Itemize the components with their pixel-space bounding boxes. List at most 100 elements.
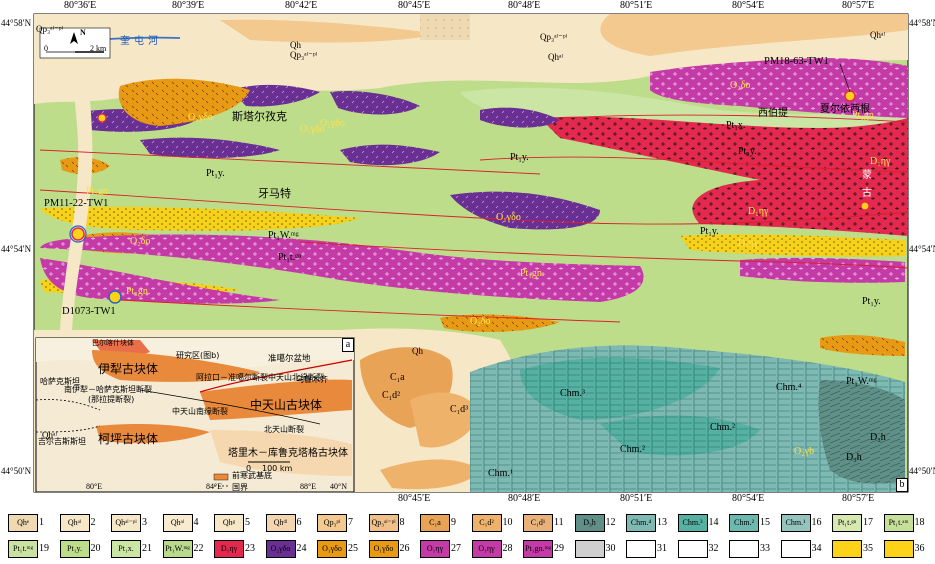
legend-swatch: Qp₃ᵖˡ — [317, 514, 347, 532]
inset-basin: 准噶尔盆地 — [268, 354, 311, 364]
legend-swatch: O₁ηγ — [420, 540, 450, 558]
legend-item: Pt₁W.ᵐᵍ 22 — [162, 538, 213, 560]
legend-swatch: Qhᵃˡ⁻ᵖˡ — [111, 514, 141, 532]
unit-pt1y-2: Pt₁y. — [206, 168, 225, 179]
legend-swatch — [729, 540, 759, 558]
legend-number: 25 — [348, 543, 358, 554]
legend-number: 27 — [451, 543, 461, 554]
legend-swatch-label: O₁ηγ — [426, 544, 444, 553]
sample-marker-d1073[interactable] — [108, 290, 122, 304]
unit-d1ny-1: D₁ηγ — [738, 238, 759, 249]
legend-item: 35 — [832, 538, 882, 560]
unit-qh-south: Qh — [412, 346, 423, 356]
legend-swatch: Qhᵈˡ — [265, 514, 296, 532]
legend-item: Chm.⁴ 13 — [626, 512, 676, 534]
unit-qh-sw: Qhᵃˡ — [42, 430, 57, 440]
unit-d3h-b: D₃h — [870, 432, 886, 443]
unit-ptgn-w: Pt₁gn. — [126, 286, 151, 297]
coord-top-4: 80°48′E — [508, 0, 541, 11]
legend-swatch: C₁d¹ — [523, 514, 553, 532]
legend-number: 36 — [914, 543, 925, 554]
scale-dist: 2 km — [90, 44, 107, 53]
panel-label-b: b — [896, 478, 908, 492]
legend-item: Qhᵈˡ 6 — [265, 512, 316, 534]
unit-chm4: Chm.⁴ — [776, 382, 802, 393]
legend-number: 22 — [193, 543, 204, 554]
legend-strip: Qhᵉ 1 Qhᵃˡ 2 Qhᵃˡ⁻ᵖˡ 3 Qhᵃˡ 4 Qhᵍ 5 Qhᵈˡ 6 Qp₃ᵖˡ 7 Qp₃… — [0, 508, 935, 564]
legend-swatch-label: O₁γδo — [322, 544, 342, 553]
legend-swatch: Pt₁t.ᵃᵐ — [883, 514, 914, 532]
coord-bottom-0: 80°45′E — [398, 493, 431, 504]
unit-o1ydo-2: O₁γδo — [188, 112, 213, 123]
legend-number: 9 — [451, 517, 456, 528]
legend-number: 21 — [142, 543, 152, 554]
legend-swatch-label: Chm.² — [734, 518, 754, 527]
legend-item: Pt₁gn.ᵐᵍ 29 — [523, 538, 573, 560]
fault-lines — [39, 114, 909, 323]
legend-number: 10 — [502, 517, 513, 528]
legend-number: 34 — [811, 543, 822, 554]
legend-number: 35 — [863, 543, 873, 554]
legend-swatch-label: C₁d¹ — [530, 518, 546, 527]
legend-number: 1 — [39, 517, 44, 528]
coord-left-0: 44°58′N — [1, 18, 32, 28]
tarim-block — [210, 430, 352, 476]
unit-chm1: Chm.¹ — [488, 468, 513, 479]
inset-study: 研究区(图b) — [176, 351, 220, 360]
legend-swatch: Pt₁t.ᵐᵍ — [8, 540, 38, 558]
yellow-band-1 — [40, 206, 360, 231]
legend-number: 6 — [296, 517, 302, 528]
inset-scale0: 0 — [246, 464, 252, 473]
north-arrow-icon — [70, 32, 78, 44]
legend-swatch: Pt₁t.ᵍⁿ — [832, 514, 862, 532]
legend-swatch-label: Pt₁t.ᵐᵍ — [13, 544, 33, 553]
north-label: N — [80, 28, 86, 37]
legend-item: 36 — [883, 538, 934, 560]
sample-marker-pm11[interactable] — [71, 227, 85, 241]
legend-item: 31 — [626, 538, 676, 560]
legend-number: 2 — [90, 517, 96, 528]
unit-pt1y-3: Pt₁y. — [700, 226, 719, 237]
unit-pt1w-e: Pt₁W.ᵐᵍ — [846, 376, 877, 387]
legend-swatch-label: Qhᵃˡ — [67, 518, 82, 527]
inset-tarim: 塔里木－库鲁克塔格古块体 — [228, 448, 348, 459]
sample-marker-pm18[interactable] — [844, 90, 856, 102]
coord-right-0: 44°58′N — [909, 18, 935, 28]
legend-item: O₁ηγ 28 — [471, 538, 522, 560]
legend-swatch: Chm.³ — [677, 514, 708, 532]
unit-qh-plain: Qh — [290, 40, 301, 50]
legend-item: Qp₃ᵖˡ 7 — [317, 512, 367, 534]
diorite-o1 — [118, 78, 250, 126]
unit-ptgn-nw: Pt₁gn. — [86, 186, 111, 197]
legend-swatch: Qhᵉ — [8, 514, 38, 532]
legend-swatch-label: O₁ηγ — [478, 544, 495, 553]
legend-swatch-label: Qhᵃˡ⁻ᵖˡ — [115, 518, 137, 527]
legend-swatch-label: Chm.¹ — [785, 518, 806, 527]
legend-item: Pt₁t.ᵃᵐ 18 — [883, 512, 934, 534]
legend-item: Chm.¹ 16 — [780, 512, 831, 534]
legend-item: 33 — [729, 538, 779, 560]
legend-swatch-label: Pt₁x. — [118, 544, 134, 553]
legend-item: Qhᵃˡ 4 — [162, 512, 213, 534]
legend-number: 23 — [245, 543, 255, 554]
sample-markers — [69, 63, 870, 304]
legend-swatch-label: C₁d² — [479, 518, 494, 527]
legend-swatch: Pt₁x. — [111, 540, 141, 558]
legend-swatch-label: Qhᵍ — [222, 518, 236, 527]
legend-item: D₃h 12 — [574, 512, 625, 534]
place-xiaeryixigen: 夏尔依西根 — [820, 104, 870, 115]
sample-label-pm11: PM11-22-TW1 — [44, 198, 109, 209]
unit-pt1t: Pt₁t.ᵍⁿ — [278, 252, 302, 263]
legend-number: 33 — [760, 543, 770, 554]
legend-number: 28 — [502, 543, 513, 554]
inset-lon-1: 84°E — [206, 482, 223, 491]
unit-ptgn-c: Pt₁gn. — [520, 268, 545, 279]
legend-swatch: Pt₁W.ᵐᵍ — [162, 540, 193, 558]
legend-swatch-label: O₂γδo — [270, 544, 291, 553]
unit-o2gb: O₂γb — [794, 446, 815, 457]
main-map — [33, 13, 909, 493]
tianshan-block — [200, 379, 352, 420]
coord-top-6: 80°54′E — [732, 0, 765, 11]
legend-number: 13 — [657, 517, 667, 528]
